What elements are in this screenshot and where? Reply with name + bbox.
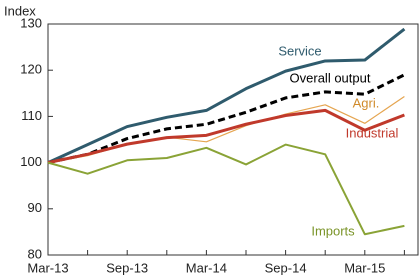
series-label: Imports bbox=[311, 223, 355, 238]
x-tick-label: Mar-13 bbox=[27, 260, 68, 275]
x-tick-label: Sep-14 bbox=[265, 260, 307, 275]
x-tick-label: Sep-13 bbox=[106, 260, 148, 275]
series-line bbox=[47, 143, 405, 236]
y-tick-label: 120 bbox=[20, 62, 42, 77]
series-label: Overall output bbox=[290, 70, 371, 85]
series-line bbox=[47, 27, 406, 164]
y-axis-label: Index bbox=[4, 3, 36, 18]
y-tick-label: 90 bbox=[28, 200, 42, 215]
y-tick-label: 130 bbox=[20, 15, 42, 30]
y-tick-label: 100 bbox=[20, 154, 42, 169]
y-tick-label: 80 bbox=[28, 246, 42, 261]
series-line bbox=[47, 73, 406, 165]
series-label: Agri. bbox=[353, 95, 380, 110]
plot-frame bbox=[47, 23, 419, 256]
y-tick-label: 110 bbox=[21, 108, 42, 123]
series-label: Service bbox=[278, 43, 321, 58]
x-tick-label: Mar-14 bbox=[186, 260, 227, 275]
series-line bbox=[47, 108, 405, 165]
x-tick-label: Mar-15 bbox=[344, 260, 385, 275]
series-label: Industrial bbox=[346, 125, 399, 140]
